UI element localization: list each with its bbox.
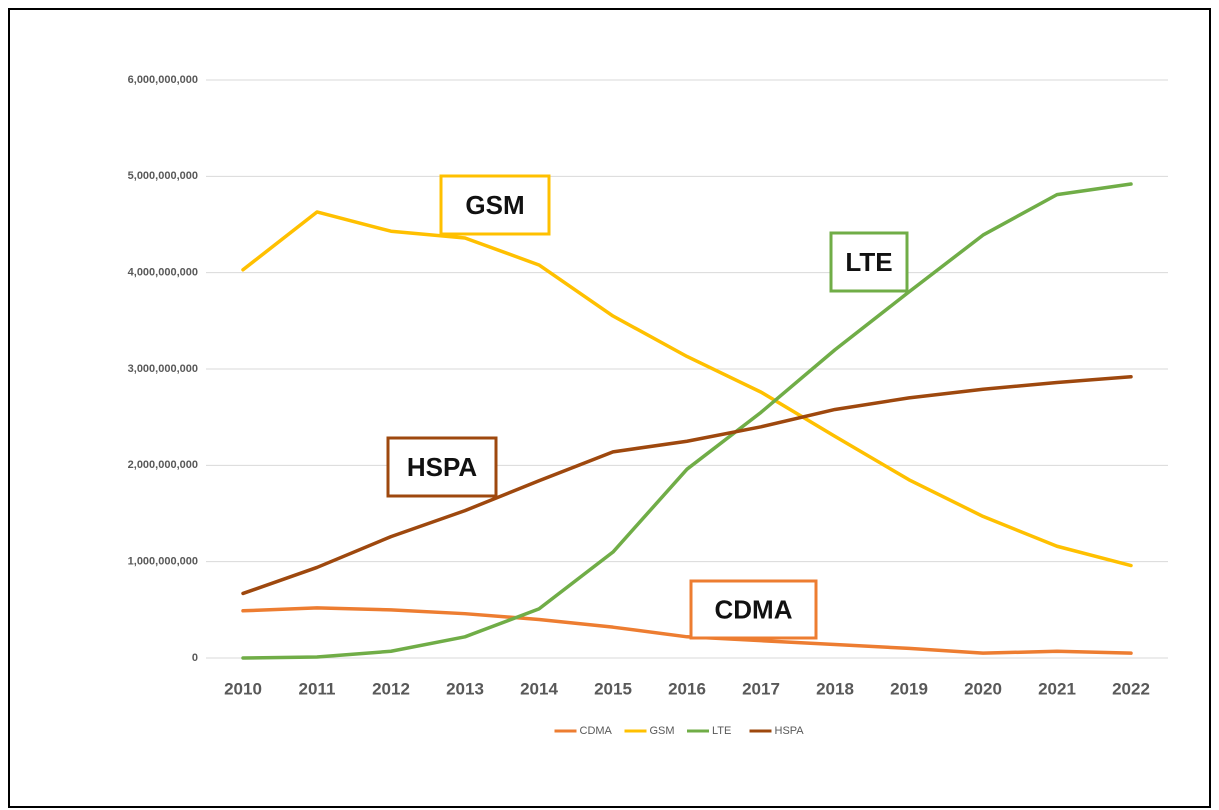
frame xyxy=(8,8,1211,808)
legend-label: LTE xyxy=(712,725,731,737)
series-line xyxy=(241,182,1133,660)
legend-label: HSPA xyxy=(775,725,805,737)
x-tick-label: 2014 xyxy=(520,679,558,698)
x-tick-label: 2020 xyxy=(964,679,1002,698)
legend-label: CDMA xyxy=(580,725,613,737)
x-tick-label: 2010 xyxy=(224,679,262,698)
annotation-box xyxy=(439,174,551,236)
annotation-label: GSM xyxy=(465,190,524,220)
annotation-box xyxy=(829,231,909,293)
y-tick-label: 5,000,000,000 xyxy=(128,170,198,182)
x-tick-label: 2019 xyxy=(890,679,928,698)
y-tick-label: 4,000,000,000 xyxy=(128,267,198,279)
x-tick-label: 2012 xyxy=(372,679,410,698)
y-tick-label: 2,000,000,000 xyxy=(128,459,198,471)
x-tick-label: 2016 xyxy=(668,679,706,698)
x-tick-label: 2015 xyxy=(594,679,632,698)
series-line xyxy=(241,374,1133,596)
annotation-label: CDMA xyxy=(715,594,793,624)
annotation-box xyxy=(689,579,818,640)
x-tick-label: 2018 xyxy=(816,679,854,698)
x-tick-label: 2021 xyxy=(1038,679,1076,698)
y-tick-label: 3,000,000,000 xyxy=(128,363,198,375)
x-tick-label: 2013 xyxy=(446,679,484,698)
series-line xyxy=(241,210,1133,568)
y-tick-label: 0 xyxy=(192,652,198,664)
y-tick-label: 1,000,000,000 xyxy=(128,556,198,568)
annotation-label: HSPA xyxy=(407,452,478,482)
x-tick-label: 2011 xyxy=(299,679,336,698)
annotation-box xyxy=(386,436,498,498)
annotation-label: LTE xyxy=(845,247,892,277)
x-tick-label: 2022 xyxy=(1112,679,1150,698)
series-line xyxy=(241,606,1133,655)
y-tick-label: 6,000,000,000 xyxy=(128,74,198,86)
x-tick-label: 2017 xyxy=(742,679,780,698)
legend-label: GSM xyxy=(650,725,675,737)
